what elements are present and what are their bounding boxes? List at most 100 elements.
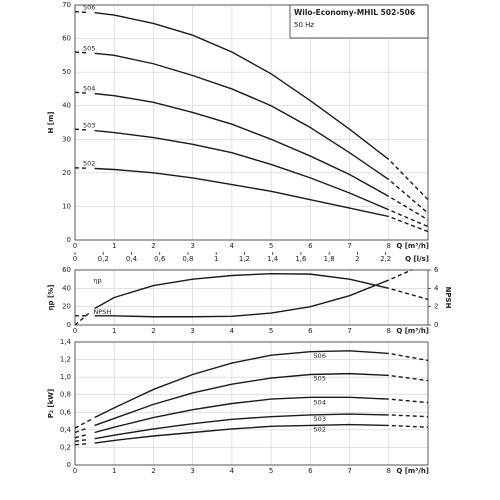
x-tick-label: 2 <box>151 467 155 475</box>
curve <box>75 270 414 318</box>
y2-axis-label: NPSH <box>444 287 452 309</box>
y-tick-label: 0,6 <box>60 408 72 416</box>
x-axis-label: Q [m³/h] <box>396 467 429 475</box>
series-label: 505 <box>83 44 95 52</box>
chart-title: Wilo-Economy-MHIL 502-506 <box>294 8 415 17</box>
x-tick-label: 1 <box>112 467 116 475</box>
y-tick-label: 60 <box>62 266 71 274</box>
curve <box>75 128 428 228</box>
x2-tick-label: 0,8 <box>182 255 193 263</box>
x-tick-label: 0 <box>73 327 77 335</box>
y-tick-label: 0 <box>67 321 71 329</box>
plot-frame <box>74 4 429 241</box>
curve <box>75 91 428 221</box>
x-tick-label: 5 <box>269 327 273 335</box>
x-tick-label: 1 <box>112 327 116 335</box>
x2-tick-label: 1,8 <box>324 255 335 263</box>
plot-frame <box>74 269 429 326</box>
title-box <box>289 4 429 39</box>
x2-axis-label: Q [l/s] <box>405 255 429 263</box>
x-tick-label: 4 <box>230 242 235 250</box>
series-label: 506 <box>83 4 95 12</box>
x2-tick-label: 1,4 <box>267 255 279 263</box>
x-tick-label: 8 <box>387 242 391 250</box>
series-label: 506 <box>314 352 326 360</box>
y2-tick-label: 2 <box>434 303 438 311</box>
x-tick-label: 0 <box>73 242 77 250</box>
y2-tick-label: 0 <box>434 321 438 329</box>
y-tick-label: 20 <box>62 303 71 311</box>
series-label: 503 <box>314 415 326 423</box>
x-axis-label: Q [m³/h] <box>396 242 429 250</box>
x-tick-label: 7 <box>347 242 351 250</box>
curve <box>75 11 428 201</box>
x-tick-label: 1 <box>112 242 116 250</box>
y-axis-label: P₂ [kW] <box>47 389 55 418</box>
x-tick-label: 6 <box>308 467 313 475</box>
x-tick-label: 0 <box>73 467 77 475</box>
curve <box>75 350 428 429</box>
series-label: 504 <box>83 85 95 93</box>
y-tick-label: 0,2 <box>60 443 71 451</box>
x-tick-label: 5 <box>269 467 273 475</box>
x2-tick-label: 1,2 <box>239 255 250 263</box>
x2-tick-label: 1,6 <box>295 255 307 263</box>
series-label: 505 <box>314 375 326 383</box>
curve <box>75 413 428 442</box>
curve <box>75 167 428 233</box>
y-axis-label: H [m] <box>47 112 55 134</box>
series-label: 502 <box>83 159 95 167</box>
curve <box>75 423 428 446</box>
plot-frame <box>74 341 429 466</box>
y2-tick-label: 4 <box>434 284 439 292</box>
y-tick-label: 1,2 <box>60 356 71 364</box>
x-tick-label: 2 <box>151 327 155 335</box>
x-tick-label: 3 <box>190 467 194 475</box>
x-tick-label: 6 <box>308 242 313 250</box>
x2-tick-label: 1 <box>214 255 218 263</box>
y-tick-label: 0,8 <box>60 391 71 399</box>
x-tick-label: 3 <box>190 327 194 335</box>
y-tick-label: 60 <box>62 35 71 43</box>
series-label: 502 <box>314 426 326 434</box>
y-tick-label: 30 <box>62 135 71 143</box>
x2-tick-label: 2 <box>355 255 359 263</box>
y-tick-label: 0 <box>67 461 71 469</box>
y2-tick-label: 6 <box>434 266 439 274</box>
x-tick-label: 8 <box>387 327 391 335</box>
x2-tick-label: 0,6 <box>154 255 166 263</box>
y-tick-label: 20 <box>62 169 71 177</box>
series-label: NPSH <box>93 308 111 316</box>
x2-tick-label: 0,2 <box>98 255 109 263</box>
x-tick-label: 7 <box>347 327 351 335</box>
y-tick-label: 10 <box>62 202 71 210</box>
x-axis-label: Q [m³/h] <box>396 327 429 335</box>
y-tick-label: 40 <box>62 102 71 110</box>
y-tick-label: 0,4 <box>60 426 72 434</box>
plot-area <box>75 270 428 325</box>
curve <box>75 396 428 439</box>
series-label: ηp <box>93 277 101 285</box>
x-tick-label: 2 <box>151 242 155 250</box>
x-tick-label: 3 <box>190 242 194 250</box>
series-label: 503 <box>83 122 95 130</box>
y-tick-label: 70 <box>62 1 71 9</box>
x-tick-label: 5 <box>269 242 273 250</box>
y-axis-label: ηp [%] <box>47 285 55 311</box>
x-tick-label: 4 <box>230 467 235 475</box>
y-tick-label: 40 <box>62 284 71 292</box>
x-tick-label: 4 <box>230 327 235 335</box>
y-tick-label: 50 <box>62 68 71 76</box>
y-tick-label: 1,4 <box>60 338 72 346</box>
x-tick-label: 8 <box>387 467 391 475</box>
x2-tick-label: 0,4 <box>126 255 138 263</box>
chart-subtitle: 50 Hz <box>294 21 314 29</box>
plot-area <box>75 350 428 446</box>
x2-tick-label: 0 <box>73 255 77 263</box>
x-tick-label: 6 <box>308 327 313 335</box>
x-tick-label: 7 <box>347 467 351 475</box>
curve <box>75 372 428 434</box>
curve <box>75 51 428 214</box>
series-label: 504 <box>314 398 326 406</box>
